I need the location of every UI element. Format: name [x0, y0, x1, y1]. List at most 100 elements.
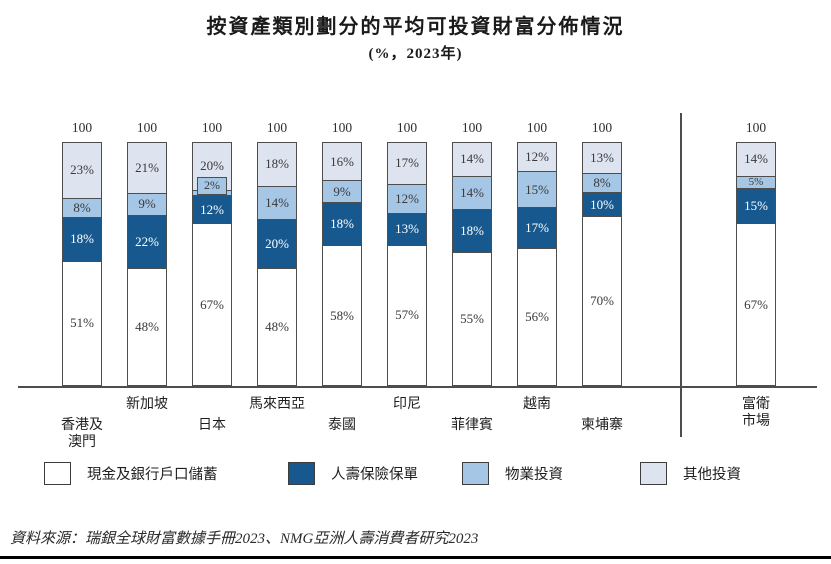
segment-value-label: 18%	[265, 156, 289, 172]
bar-segment: 9%	[323, 181, 361, 203]
bar-segment: 14%	[737, 143, 775, 177]
segment-value-label: 67%	[200, 296, 224, 312]
category-label: 印尼	[393, 397, 421, 412]
legend-swatch	[44, 462, 71, 485]
bar-1: 23% 8% 18% 51%	[62, 142, 102, 386]
legend-swatch	[462, 462, 489, 485]
bar-segment: 17%	[388, 143, 426, 185]
legend-item: 其他投資	[640, 462, 741, 485]
segment-value-chip: 2%	[197, 176, 227, 195]
segment-value-label: 21%	[135, 159, 159, 175]
category-label: 香港及 澳門	[61, 418, 103, 450]
bar-total-label: 100	[591, 120, 613, 135]
segment-value-label: 22%	[135, 233, 159, 249]
legend-label: 現金及銀行戶口儲蓄	[87, 467, 218, 483]
segment-value-label: 70%	[590, 293, 614, 309]
bar-total-label: 100	[201, 120, 223, 135]
segment-value-label: 58%	[330, 307, 354, 323]
segment-value-label: 14%	[460, 184, 484, 200]
bar-total-label: 100	[745, 120, 767, 135]
bar-segment: 23%	[63, 143, 101, 199]
bar-4: 18% 14% 20% 48%	[257, 142, 297, 386]
legend-swatch	[288, 462, 315, 485]
segment-value-label: 67%	[744, 296, 768, 312]
segment-value-label: 20%	[265, 236, 289, 252]
segment-value-label: 9%	[333, 183, 351, 199]
segment-value-label: 5%	[748, 176, 764, 189]
bar-segment: 12%	[388, 184, 426, 214]
bar-segment: 48%	[128, 268, 166, 385]
segment-value-label: 12%	[525, 149, 549, 165]
bar-total-label: 100	[331, 120, 353, 135]
fwd-market-divider-line	[680, 113, 682, 437]
bar-total-label: 100	[136, 120, 158, 135]
segment-value-label: 17%	[395, 155, 419, 171]
category-label: 富衛 市場	[742, 397, 770, 429]
bar-segment: 18%	[258, 143, 296, 187]
bar-total-label: 100	[266, 120, 288, 135]
bar-segment: 20%	[258, 220, 296, 269]
bar-segment: 18%	[323, 202, 361, 247]
bar-segment: 51%	[63, 261, 101, 385]
segment-value-label: 14%	[460, 151, 484, 167]
segment-value-label: 15%	[744, 197, 768, 213]
category-label: 新加坡	[126, 397, 168, 412]
legend-label: 物業投資	[505, 467, 563, 483]
source-note: 資料來源：瑞銀全球財富數據手冊2023、NMG亞洲人壽消費者研究2023	[10, 531, 479, 547]
segment-value-label: 18%	[330, 215, 354, 231]
bar-2: 21% 9% 22% 48%	[127, 142, 167, 386]
segment-value-label: 9%	[138, 196, 156, 212]
segment-value-label: 57%	[395, 307, 419, 323]
bar-segment: 15%	[737, 188, 775, 225]
bar-segment: 13%	[388, 213, 426, 246]
legend-item: 現金及銀行戶口儲蓄	[44, 462, 218, 485]
bar-3: 20% 2% 12% 67%	[192, 142, 232, 386]
category-label: 日本	[198, 418, 226, 433]
segment-value-label: 14%	[744, 151, 768, 167]
segment-value-label: 10%	[590, 196, 614, 212]
bar-segment: 8%	[583, 174, 621, 194]
segment-value-label: 18%	[70, 231, 94, 247]
segment-value-label: 17%	[525, 220, 549, 236]
segment-value-label: 15%	[525, 181, 549, 197]
page-bottom-rule	[0, 556, 831, 559]
segment-value-label: 51%	[70, 315, 94, 331]
legend-item: 物業投資	[462, 462, 563, 485]
segment-value-label: 20%	[200, 158, 224, 174]
segment-value-label: 23%	[70, 162, 94, 178]
bar-segment: 55%	[453, 253, 491, 385]
bar-total-label: 100	[461, 120, 483, 135]
bar-7: 14% 14% 18% 55%	[452, 142, 492, 386]
segment-value-label: 48%	[135, 318, 159, 334]
segment-value-label: 55%	[460, 311, 484, 327]
bar-segment: 18%	[63, 218, 101, 262]
bar-segment: 21%	[128, 143, 166, 194]
bar-segment: 16%	[323, 143, 361, 182]
category-label: 柬埔寨	[581, 418, 623, 433]
bar-segment: 14%	[258, 186, 296, 221]
bar-segment: 14%	[453, 176, 491, 211]
bar-total-label: 100	[526, 120, 548, 135]
bar-segment: 58%	[323, 246, 361, 385]
bar-segment: 15%	[518, 172, 556, 209]
bar-segment: 22%	[128, 215, 166, 269]
segment-value-label: 18%	[460, 223, 484, 239]
bar-segment: 67%	[737, 224, 775, 385]
chart-title: 按資產類別劃分的平均可投資財富分佈情況	[206, 16, 625, 38]
legend-label: 其他投資	[683, 467, 741, 483]
legend-swatch	[640, 462, 667, 485]
segment-value-label: 48%	[265, 318, 289, 334]
bar-8: 12% 15% 17% 56%	[517, 142, 557, 386]
chart-subtitle: (%，2023年)	[368, 46, 463, 62]
bar-segment: 57%	[388, 245, 426, 385]
bar-segment: 70%	[583, 217, 621, 385]
segment-value-label: 14%	[265, 194, 289, 210]
bar-segment: 8%	[63, 198, 101, 219]
bar-segment: 10%	[583, 193, 621, 218]
segment-value-label: 16%	[330, 153, 354, 169]
segment-value-label: 8%	[73, 199, 91, 215]
segment-value-label: 13%	[590, 150, 614, 166]
bar-segment: 14%	[453, 143, 491, 177]
segment-value-label: 13%	[395, 221, 419, 237]
